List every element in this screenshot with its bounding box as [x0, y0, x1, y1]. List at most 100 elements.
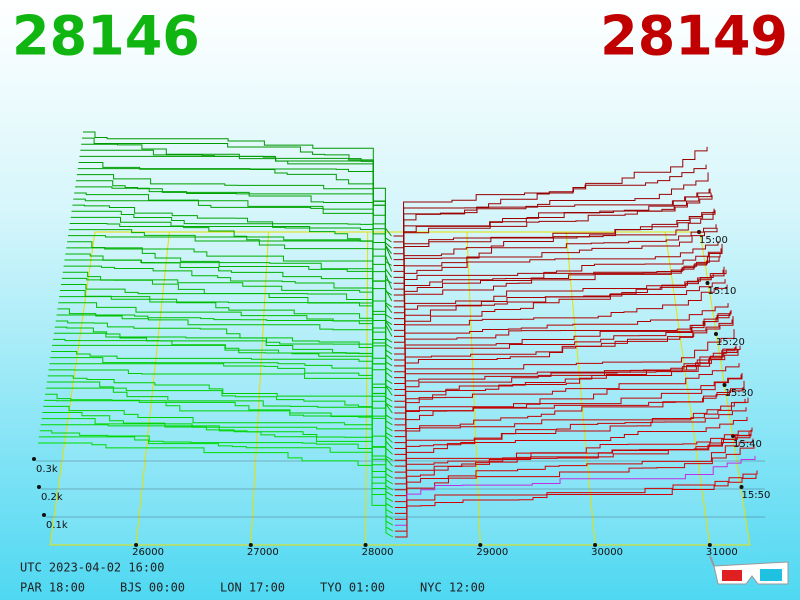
bid-depth-line — [72, 204, 393, 308]
ask-depth-line — [393, 224, 717, 296]
ask-depth-line — [394, 387, 744, 455]
ask-depth-line — [394, 309, 732, 385]
ask-depth-line — [394, 474, 757, 532]
bid-depth-line — [38, 442, 394, 538]
depth-tick-label: 0.3k — [36, 464, 58, 475]
ask-depth-line — [393, 146, 708, 243]
bid-depth-line — [67, 241, 393, 343]
bid-depth-line — [43, 405, 394, 503]
price-tick — [707, 543, 712, 547]
price-tick — [478, 543, 483, 547]
bid-depth-line — [75, 180, 392, 284]
utc-time: UTC 2023-04-02 16:00 — [20, 561, 165, 575]
time-tick — [705, 281, 710, 285]
bid-depth-line — [68, 229, 393, 331]
bid-depth-line — [56, 314, 393, 414]
timezone-label: TYO 01:00 — [320, 581, 385, 595]
bid-depth-line — [68, 235, 393, 337]
price-tick — [248, 543, 253, 547]
price-tick-label: 26000 — [132, 547, 164, 558]
ask-depth-line — [393, 195, 713, 272]
floor — [32, 230, 765, 547]
bid-depth-line — [50, 357, 393, 455]
timezone-label: NYC 12:00 — [420, 581, 485, 595]
ask-depth-line — [393, 192, 712, 267]
ask-depth-line — [394, 279, 726, 349]
bid-depth-line — [77, 168, 393, 272]
ask-depth-line — [394, 348, 738, 420]
price-grid-line — [466, 231, 481, 546]
ask-depth-line — [394, 313, 730, 373]
ask-depth-line — [394, 455, 756, 526]
ask-depth-line — [393, 269, 724, 337]
bid-depth-line — [74, 192, 393, 296]
bid-depth-line — [53, 338, 393, 438]
timezone-label: BJS 00:00 — [120, 581, 185, 595]
ask-depth-line — [393, 188, 710, 255]
ask-depth-line — [393, 172, 709, 249]
ask-depth-line — [394, 329, 735, 402]
ask-depth-line — [394, 363, 740, 432]
bid-depth-line — [49, 363, 393, 461]
bid-depth-line — [39, 430, 394, 526]
price-grid-line — [664, 231, 711, 546]
bid-depth-line — [75, 186, 393, 290]
time-tick-label: 15:30 — [725, 388, 754, 399]
bid-depth-line — [45, 387, 393, 485]
ask-depth-line — [393, 248, 722, 326]
depth-tick-label: 0.2k — [41, 492, 63, 503]
axis-labels: 26000 27000 28000 29000 30000 31000 0.3k 0.2k 0.… — [36, 235, 770, 558]
bid-depth-line — [63, 265, 393, 367]
ask-depth-line — [393, 164, 707, 237]
bid-depth-line — [76, 174, 393, 278]
ask-price: 28149 — [600, 5, 788, 68]
ask-depth-line — [395, 470, 758, 538]
ask-depth-line — [394, 284, 728, 361]
depth-tick-label: 0.1k — [46, 520, 68, 531]
ask-depth-line — [394, 416, 748, 479]
ask-depth-line — [393, 241, 719, 308]
time-tick-label: 15:20 — [716, 337, 745, 348]
ask-depth-line — [394, 269, 727, 355]
3d-glasses-icon[interactable] — [709, 555, 789, 585]
time-tick-label: 15:00 — [699, 235, 728, 246]
bid-depth-line — [60, 283, 393, 384]
price-tick — [363, 543, 368, 547]
time-tick — [714, 332, 718, 336]
ask-depth-line — [393, 210, 716, 290]
ask-depth-line — [394, 345, 737, 414]
ask-depth-line — [393, 243, 723, 331]
bid-price: 28146 — [12, 5, 200, 68]
bid-depth-line — [66, 247, 393, 349]
ask-depth-line — [394, 407, 747, 473]
bid-depth-line — [46, 381, 393, 479]
price-tick-label: 31000 — [706, 547, 738, 558]
ask-depth-line — [394, 380, 745, 461]
ask-depth-line — [394, 373, 743, 449]
bid-depth-line — [48, 369, 394, 467]
timezones: PAR 18:00 BJS 00:00 LON 17:00 TYO 01:00 NYC … — [20, 581, 485, 595]
price-tick-label: 30000 — [591, 547, 623, 558]
ask-depth-line — [393, 253, 721, 320]
bid-depth-line — [42, 412, 394, 508]
bid-depth-line — [40, 424, 394, 520]
bid-depth-line — [57, 308, 393, 408]
price-grid-line — [250, 231, 270, 546]
bid-depth-line — [53, 332, 393, 432]
bid-depth-line — [51, 351, 393, 449]
ask-depth-line — [394, 444, 755, 520]
bid-depth-line — [82, 137, 392, 243]
depth-tick — [37, 485, 41, 489]
ask-depth-line — [393, 211, 714, 278]
ask-depth-line — [394, 316, 734, 396]
ask-depth-line — [394, 311, 731, 379]
bid-depth-line — [38, 436, 394, 532]
ask-depth-line — [394, 319, 733, 390]
bid-depth-line — [60, 290, 393, 390]
ask-depth-line — [393, 208, 715, 284]
depth-tick — [32, 457, 36, 461]
ask-depth-line — [394, 397, 749, 485]
ask-depth-line — [394, 438, 754, 514]
